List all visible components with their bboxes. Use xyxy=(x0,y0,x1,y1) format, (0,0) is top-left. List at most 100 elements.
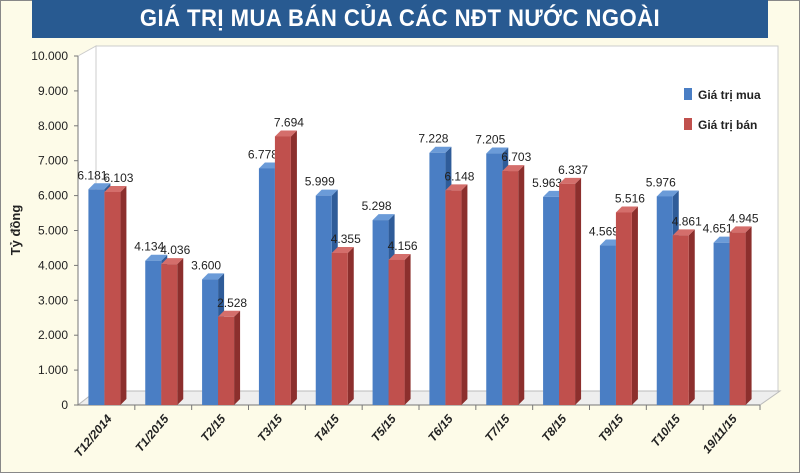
bar-top xyxy=(656,190,679,197)
data-label: 4.651 xyxy=(703,222,733,236)
bar-top xyxy=(161,258,184,265)
bar-buy xyxy=(543,196,560,405)
bar-sell xyxy=(559,183,576,405)
bar-sell xyxy=(104,192,121,405)
y-tick-label: 10.000 xyxy=(31,49,68,63)
bar-sell xyxy=(502,171,519,405)
bar-top xyxy=(218,310,241,317)
x-tick-label: T5/15 xyxy=(368,412,399,445)
bar-sell xyxy=(274,136,291,405)
bar-side xyxy=(461,184,468,405)
bar-buy xyxy=(486,153,503,405)
data-label: 6.337 xyxy=(558,163,588,177)
legend-swatch xyxy=(684,118,692,130)
chart-title: GIÁ TRỊ MUA BÁN CỦA CÁC NĐT NƯỚC NGOÀI xyxy=(32,0,768,38)
bar-top xyxy=(445,184,468,191)
y-tick-label: 7.000 xyxy=(38,154,68,168)
data-label: 6.703 xyxy=(501,150,531,164)
legend-label: Giá trị mua xyxy=(698,88,761,102)
x-tick-label: T12/2014 xyxy=(71,412,115,460)
data-label: 5.976 xyxy=(646,175,676,189)
y-tick-label: 8.000 xyxy=(38,119,68,133)
bar-top xyxy=(486,147,509,154)
bar-top xyxy=(274,130,297,137)
legend-label: Giá trị bán xyxy=(698,118,757,132)
bar-buy xyxy=(202,279,219,405)
x-tick-label: 19/11/15 xyxy=(700,412,740,456)
x-tick-label: T8/15 xyxy=(539,412,570,445)
bar-top xyxy=(315,189,338,196)
bar-top xyxy=(331,247,354,254)
bar-buy xyxy=(599,245,616,405)
y-tick-label: 3.000 xyxy=(38,293,68,307)
bar-buy xyxy=(315,195,332,405)
bar-top xyxy=(372,214,395,221)
bar-side xyxy=(518,165,525,405)
bar-top xyxy=(559,177,582,184)
bar-side xyxy=(120,186,127,405)
bar-top xyxy=(615,206,638,213)
y-tick-label: 5.000 xyxy=(38,224,68,238)
bar-sell xyxy=(388,259,405,405)
data-label: 3.600 xyxy=(191,258,221,272)
bar-sell xyxy=(615,212,632,405)
bar-top xyxy=(145,254,168,261)
bar-top xyxy=(502,165,525,172)
bar-sell xyxy=(331,253,348,405)
bar-sell xyxy=(445,190,462,405)
data-label: 4.945 xyxy=(729,211,759,225)
bar-side xyxy=(745,226,752,405)
y-tick-label: 0 xyxy=(61,398,68,412)
data-label: 6.778 xyxy=(248,147,278,161)
data-label: 5.963 xyxy=(532,176,562,190)
data-label: 4.036 xyxy=(160,243,190,257)
bar-buy xyxy=(88,189,105,405)
bar-side xyxy=(688,229,695,405)
x-tick-label: T7/15 xyxy=(482,412,513,445)
x-tick-label: T10/15 xyxy=(648,412,683,450)
y-tick-label: 1.000 xyxy=(38,363,68,377)
bar-buy xyxy=(656,196,673,405)
data-label: 7.228 xyxy=(418,132,448,146)
bar-side xyxy=(347,247,354,405)
data-label: 5.298 xyxy=(362,199,392,213)
y-tick-label: 9.000 xyxy=(38,84,68,98)
bar-side xyxy=(177,258,184,405)
x-tick-label: T6/15 xyxy=(425,412,456,445)
data-label: 4.156 xyxy=(388,239,418,253)
bar-sell xyxy=(218,316,235,405)
data-label: 6.148 xyxy=(444,169,474,183)
bar-top xyxy=(729,226,752,233)
bar-top xyxy=(88,183,111,190)
data-label: 4.861 xyxy=(672,214,702,228)
bar-top xyxy=(388,253,411,260)
legend-swatch xyxy=(684,88,692,100)
bar-sell xyxy=(161,264,178,405)
bar-side xyxy=(631,206,638,405)
y-axis-label: Tỷ đồng xyxy=(8,205,23,256)
x-tick-label: T4/15 xyxy=(312,412,343,445)
bar-buy xyxy=(713,242,730,405)
data-label: 2.528 xyxy=(217,296,247,310)
bar-buy xyxy=(372,220,389,405)
bar-side xyxy=(575,177,582,405)
bar-top xyxy=(672,229,695,236)
bar-top xyxy=(202,273,225,280)
bar-side xyxy=(234,310,241,405)
bar-top xyxy=(429,146,452,153)
bar-top xyxy=(104,186,127,193)
bar-side xyxy=(404,253,411,405)
data-label: 6.103 xyxy=(103,171,133,185)
bar-side xyxy=(290,130,297,405)
bar-buy xyxy=(145,260,162,405)
data-label: 4.569 xyxy=(589,225,619,239)
data-label: 7.205 xyxy=(475,133,505,147)
data-label: 4.134 xyxy=(134,240,164,254)
bar-buy xyxy=(429,152,446,405)
y-tick-label: 6.000 xyxy=(38,189,68,203)
y-tick-label: 4.000 xyxy=(38,258,68,272)
x-tick-label: T9/15 xyxy=(596,412,627,445)
data-label: 4.355 xyxy=(331,232,361,246)
bar-sell xyxy=(729,232,746,405)
